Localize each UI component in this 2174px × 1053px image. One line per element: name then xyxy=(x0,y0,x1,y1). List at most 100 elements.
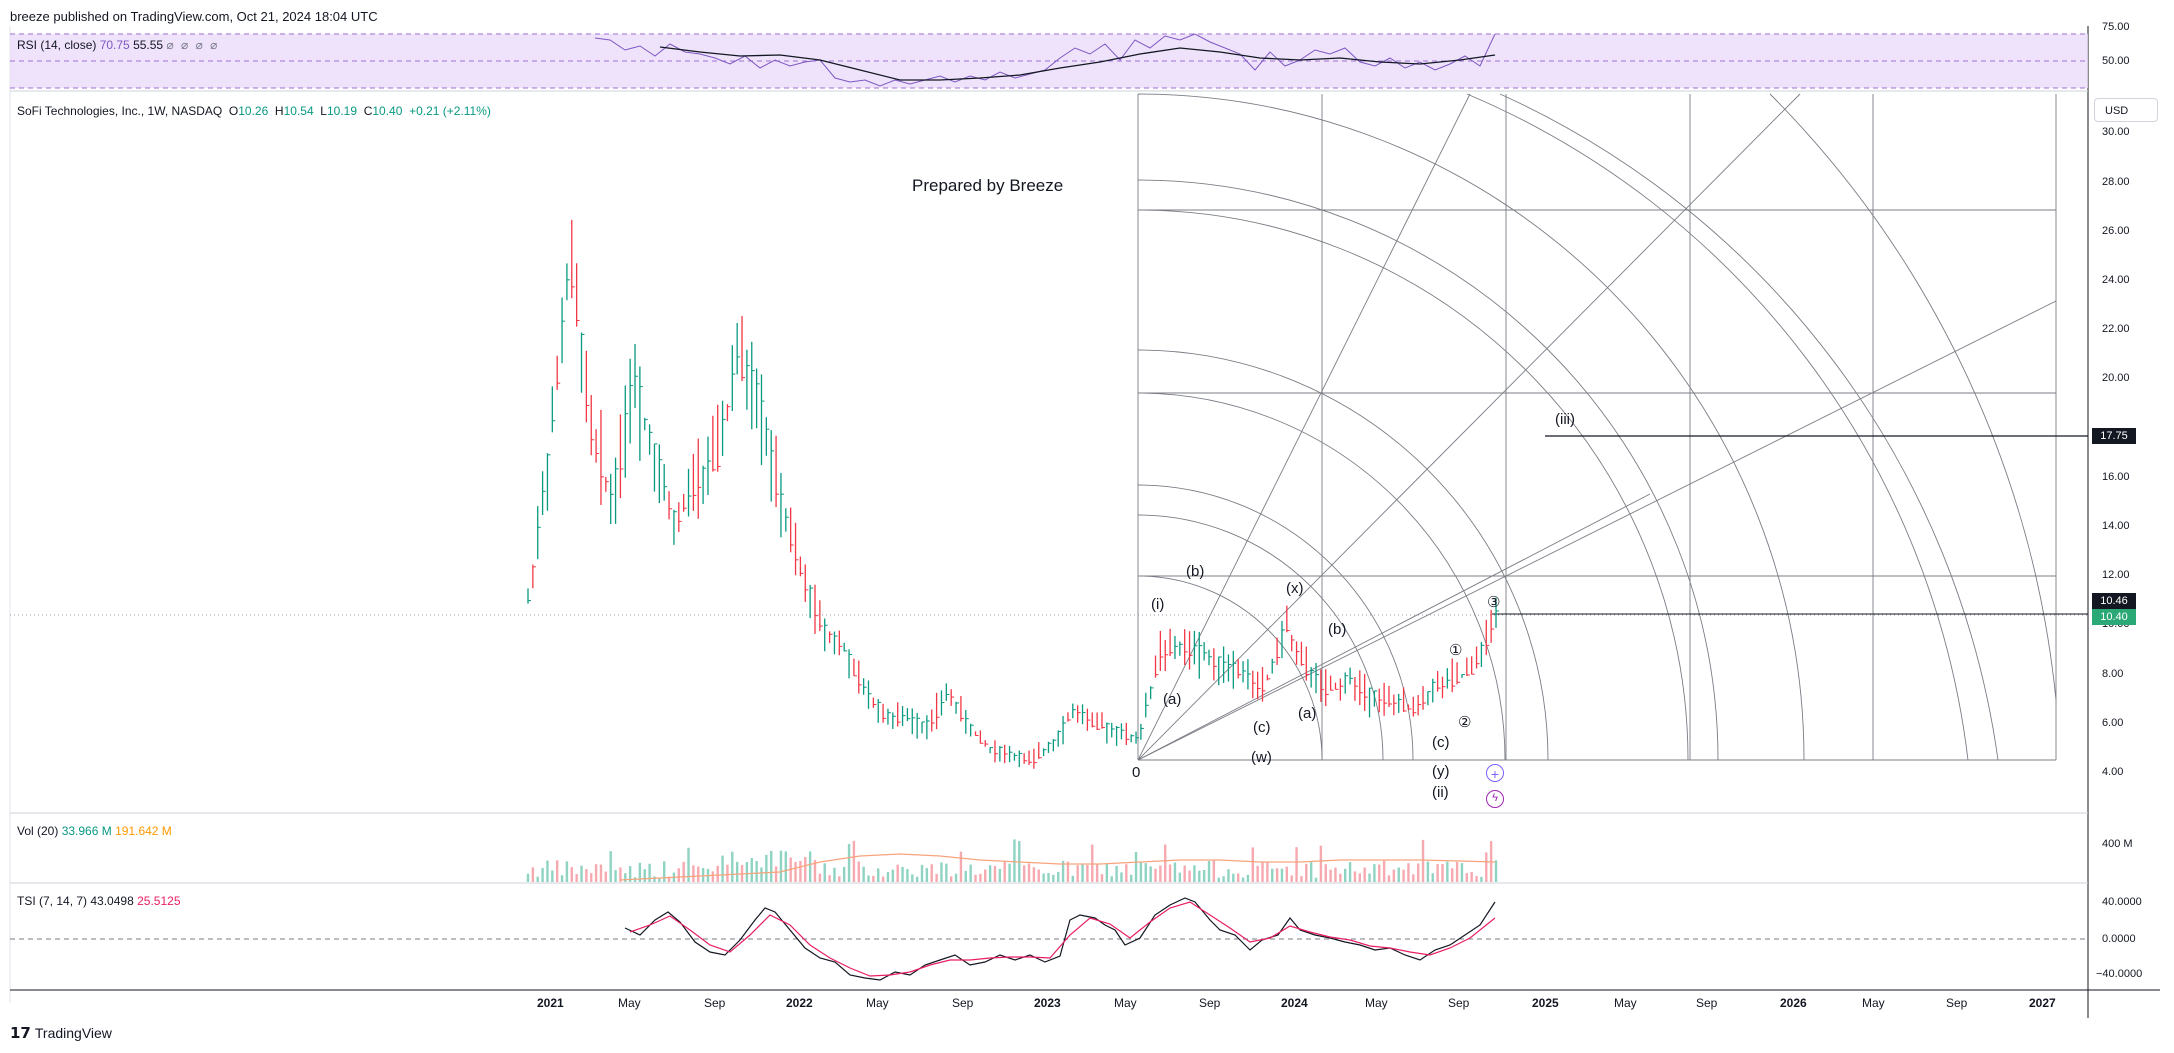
volume-bar xyxy=(988,865,992,882)
volume-bar xyxy=(1154,868,1157,882)
volume-bar xyxy=(1436,864,1439,882)
volume-bar xyxy=(945,863,948,882)
tsi-axis-neg40: −40.0000 xyxy=(2096,968,2143,980)
volume-bar xyxy=(828,875,831,882)
volume-bar xyxy=(1032,867,1036,882)
open-value: 10.26 xyxy=(238,104,269,118)
volume-bar xyxy=(1022,865,1026,882)
volume-bar xyxy=(1475,876,1478,882)
volume-bar xyxy=(599,864,603,882)
price-axis-label: 12.00 xyxy=(2102,569,2130,582)
volume-bars xyxy=(526,839,1498,882)
origin-label: 0 xyxy=(1132,764,1141,781)
volume-bar xyxy=(911,874,914,882)
volume-bar xyxy=(993,866,997,882)
volume-ma-line xyxy=(619,853,1496,881)
prepared-note: Prepared by Breeze xyxy=(912,176,1064,195)
volume-bar xyxy=(1149,866,1152,882)
rsi-legend[interactable]: RSI (14, close) 70.75 55.55 ⌀ ⌀ ⌀ ⌀ xyxy=(17,38,219,52)
volume-bar xyxy=(697,866,700,882)
tradingview-footer[interactable]: 𝟭𝟳 TradingView xyxy=(10,1024,112,1042)
volume-bar xyxy=(755,860,758,882)
dividend-event-icon[interactable]: ϟ xyxy=(1486,790,1504,808)
volume-bar xyxy=(551,870,554,882)
volume-bar xyxy=(1344,868,1347,882)
volume-bar xyxy=(1392,869,1396,882)
volume-bar xyxy=(1256,865,1259,882)
volume-bar xyxy=(1168,864,1172,882)
volume-bar xyxy=(1275,868,1279,882)
wave-label-2: ② xyxy=(1458,714,1472,731)
volume-bar xyxy=(555,860,559,882)
volume-bar xyxy=(1110,876,1113,882)
volume-bar xyxy=(1042,873,1045,882)
volume-bar xyxy=(1086,864,1089,882)
volume-bar xyxy=(901,866,904,882)
price-axis-label: 8.00 xyxy=(2102,667,2124,680)
time-axis-label: May xyxy=(618,996,641,1010)
volume-bar xyxy=(1261,861,1264,882)
volume-bar xyxy=(716,865,719,882)
volume-bar xyxy=(1319,845,1323,882)
wave-label-iii: (iii) xyxy=(1555,411,1575,428)
time-axis-label: 2023 xyxy=(1034,996,1061,1010)
time-axis-label: Sep xyxy=(704,996,726,1010)
volume-bar xyxy=(770,850,773,882)
volume-bar xyxy=(580,865,583,882)
symbol-title: SoFi Technologies, Inc., 1W, NASDAQ xyxy=(17,104,223,118)
volume-bar xyxy=(1100,874,1104,882)
wave-label-y: (y) xyxy=(1432,763,1450,780)
time-axis-label: 2024 xyxy=(1281,996,1308,1010)
tsi-legend[interactable]: TSI (7, 14, 7) 43.0498 25.5125 xyxy=(17,894,181,908)
volume-bar xyxy=(731,851,734,882)
volume-bar xyxy=(565,861,569,882)
volume-bar xyxy=(906,869,909,882)
volume-bar xyxy=(1232,873,1235,882)
time-axis-label: May xyxy=(1614,996,1637,1010)
volume-bar xyxy=(1314,877,1318,882)
volume-bar xyxy=(1358,873,1361,882)
volume-bar xyxy=(638,862,642,882)
volume-bar xyxy=(1402,869,1405,882)
volume-bar xyxy=(1285,866,1289,882)
volume-bar xyxy=(1300,876,1303,882)
rsi-axis-50: 50.00 xyxy=(2102,55,2130,67)
price-bars xyxy=(527,219,1499,769)
currency-button[interactable]: USD xyxy=(2094,98,2158,122)
volume-bar xyxy=(1421,839,1425,882)
volume-bar xyxy=(750,858,753,882)
volume-bar xyxy=(1227,869,1230,882)
volume-bar xyxy=(1071,875,1075,882)
time-axis-label: 2021 xyxy=(537,996,564,1010)
volume-title: Vol (20) xyxy=(17,824,59,838)
volume-bar xyxy=(847,843,851,882)
rsi-title: RSI (14, close) xyxy=(17,38,97,52)
volume-bar xyxy=(1134,851,1138,882)
volume-bar xyxy=(726,864,729,882)
volume-bar xyxy=(935,873,938,882)
volume-bar xyxy=(1397,867,1400,882)
volume-bar xyxy=(711,871,715,882)
volume-bar xyxy=(842,866,846,882)
volume-bar xyxy=(1426,861,1430,882)
volume-bar xyxy=(1144,863,1147,882)
volume-bar xyxy=(1095,863,1099,882)
rsi-axis-75: 75.00 xyxy=(2102,21,2130,33)
volume-bar xyxy=(1193,865,1196,882)
volume-bar xyxy=(526,873,530,882)
wave-label-a1: (a) xyxy=(1163,691,1182,708)
volume-bar xyxy=(701,868,705,882)
volume-bar xyxy=(677,868,680,882)
volume-legend[interactable]: Vol (20) 33.966 M 191.642 M xyxy=(17,824,172,838)
volume-bar xyxy=(949,876,953,882)
earnings-event-icon[interactable]: + xyxy=(1486,764,1504,782)
volume-bar xyxy=(799,860,802,882)
close-value: 10.40 xyxy=(372,104,403,118)
time-axis-label: 2027 xyxy=(2029,996,2056,1010)
price-legend[interactable]: SoFi Technologies, Inc., 1W, NASDAQ O10.… xyxy=(17,104,491,118)
volume-bar xyxy=(1382,860,1386,882)
volume-bar xyxy=(969,864,972,882)
volume-bar xyxy=(1217,877,1220,882)
volume-bar xyxy=(881,876,885,882)
volume-ma-value: 191.642 M xyxy=(115,824,172,838)
